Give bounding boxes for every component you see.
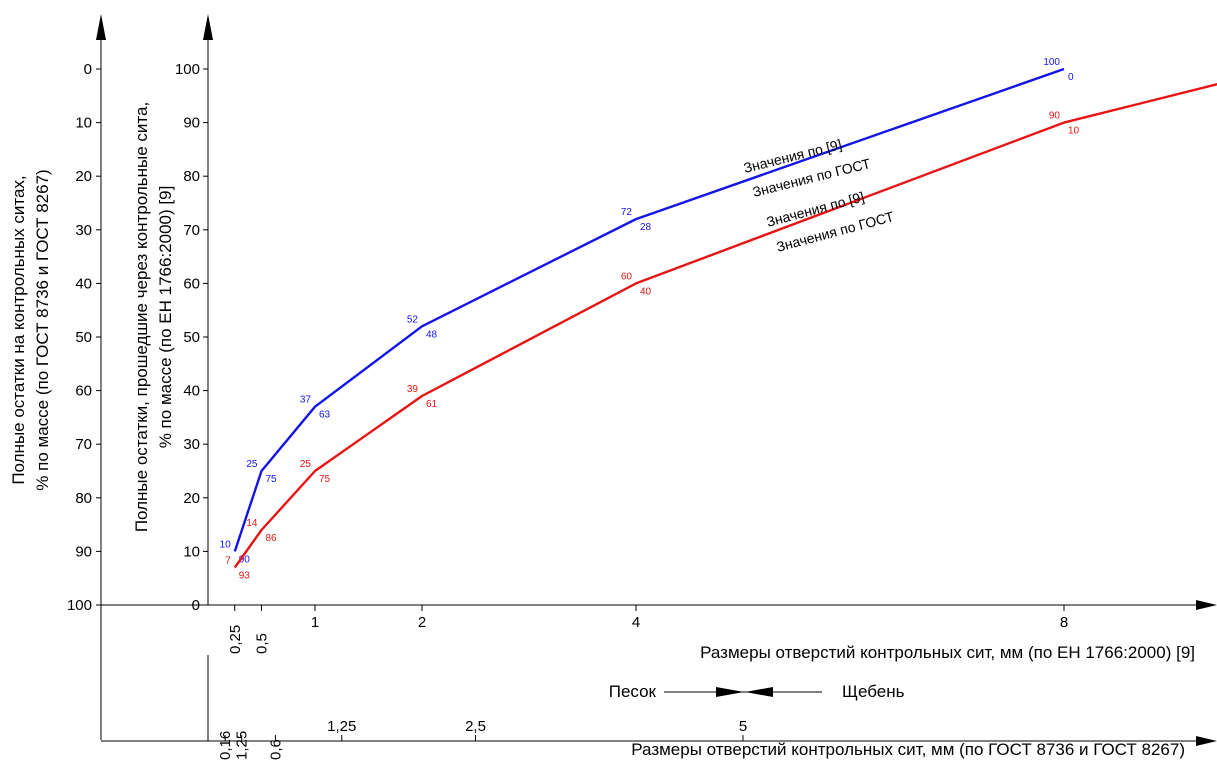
top-x-tick-label: 2 bbox=[418, 614, 426, 631]
series-layer: 10 90 25 75 37 63 52 48 72 28 100 0 7 93 14 86 25 75 39 61 6… bbox=[220, 57, 1217, 581]
bottom-x-tick-label: 0,6 bbox=[267, 739, 284, 760]
bottom-x-tick-label: 0,16 bbox=[217, 731, 234, 760]
inner-y-tick-label: 50 bbox=[183, 329, 200, 346]
inner-y-tick-label: 0 bbox=[192, 597, 200, 614]
top-x-tick-label: 1 bbox=[311, 614, 319, 631]
point-label-passing: 37 bbox=[300, 395, 312, 406]
point-label-retained: 63 bbox=[319, 410, 331, 421]
outer-y-tick-label: 30 bbox=[75, 222, 92, 239]
inner-y-tick-label: 90 bbox=[183, 115, 200, 132]
point-label-passing: 25 bbox=[300, 459, 312, 470]
bottom-x-tick-label: 1,25 bbox=[327, 718, 356, 735]
inner-y-tick-label: 100 bbox=[175, 61, 200, 78]
point-label-retained: 75 bbox=[319, 474, 331, 485]
point-label-passing: 14 bbox=[246, 518, 258, 529]
top-x-tick-label: 8 bbox=[1060, 614, 1068, 631]
outer-y-tick-label: 100 bbox=[67, 597, 92, 614]
point-label-passing: 25 bbox=[246, 459, 258, 470]
outer-y-tick-label: 50 bbox=[75, 329, 92, 346]
point-label-retained: 28 bbox=[640, 222, 652, 233]
top-x-axis-arrow bbox=[1196, 600, 1217, 610]
inner-y-tick-label: 40 bbox=[183, 383, 200, 400]
zone-left-label: Песок bbox=[609, 682, 657, 701]
outer-y-tick-label: 10 bbox=[75, 115, 92, 132]
point-label-retained: 40 bbox=[640, 286, 652, 297]
series-blue-line bbox=[233, 67, 1065, 552]
inner-y-axis-arrow bbox=[203, 14, 213, 40]
point-label-passing: 72 bbox=[621, 207, 633, 218]
outer-y-tick-label: 80 bbox=[75, 490, 92, 507]
zone-right-label: Щебень bbox=[842, 682, 905, 701]
inner-y-tick-label: 60 bbox=[183, 275, 200, 292]
outer-y-axis-arrow bbox=[96, 14, 106, 40]
outer-y-tick-label: 0 bbox=[84, 61, 92, 78]
point-label-retained: 86 bbox=[266, 533, 278, 544]
point-label-passing: 7 bbox=[225, 555, 231, 566]
bottom-x-tick-label: 2,5 bbox=[465, 718, 486, 735]
point-label-retained: 10 bbox=[1068, 126, 1080, 137]
point-label-passing: 52 bbox=[407, 314, 419, 325]
bottom-x-ticks: 0,161,250,61,252,5510 bbox=[217, 718, 747, 760]
inner-y-axis-title-line1: Полные остатки, прошедшие через контроль… bbox=[132, 102, 151, 532]
point-label-retained: 0 bbox=[1068, 72, 1074, 83]
bottom-x-axis-arrow bbox=[1196, 736, 1217, 746]
bottom-x-axis-title: Размеры отверстий контрольных сит, мм (п… bbox=[631, 740, 1185, 759]
point-label-passing: 90 bbox=[1049, 111, 1061, 122]
point-label-retained: 75 bbox=[266, 474, 278, 485]
point-label-retained: 48 bbox=[426, 329, 438, 340]
outer-y-ticks: 0 10 20 30 40 50 60 70 80 90 100 bbox=[67, 61, 101, 614]
inner-y-tick-label: 30 bbox=[183, 436, 200, 453]
inner-y-axis-title-line2: % по массе (по ЕН 1766:2000) [9] bbox=[156, 186, 175, 449]
top-x-axis-title: Размеры отверстий контрольных сит, мм (п… bbox=[700, 643, 1195, 662]
chart-axes bbox=[96, 14, 1217, 746]
point-label-retained: 61 bbox=[426, 399, 438, 410]
bottom-x-tick-label: 5 bbox=[739, 718, 747, 735]
outer-y-tick-label: 40 bbox=[75, 275, 92, 292]
outer-y-tick-label: 20 bbox=[75, 168, 92, 185]
zone-arrow-right bbox=[716, 687, 744, 697]
point-label-passing: 10 bbox=[220, 539, 232, 550]
point-label-passing: 39 bbox=[407, 384, 419, 395]
outer-y-tick-label: 60 bbox=[75, 383, 92, 400]
point-label-retained: 93 bbox=[239, 570, 251, 581]
zone-arrow-left bbox=[745, 687, 773, 697]
outer-y-tick-label: 70 bbox=[75, 436, 92, 453]
series-red-line bbox=[233, 83, 1217, 569]
sand-gravel-zone: Песок Щебень bbox=[609, 682, 905, 701]
inner-y-tick-label: 80 bbox=[183, 168, 200, 185]
inner-y-tick-label: 20 bbox=[183, 490, 200, 507]
inner-y-tick-label: 10 bbox=[183, 543, 200, 560]
top-x-tick-label: 4 bbox=[632, 614, 640, 631]
outer-y-axis-title-line1: Полные остатки на контрольных ситах, bbox=[9, 175, 28, 484]
top-x-ticks: 0,250,5124810 bbox=[227, 605, 1068, 654]
point-label-passing: 60 bbox=[621, 271, 633, 282]
top-x-tick-label: 0,5 bbox=[254, 633, 271, 654]
outer-y-tick-label: 90 bbox=[75, 543, 92, 560]
bottom-x-tick-label: 1,25 bbox=[234, 731, 251, 760]
outer-y-axis-title-line2: % по массе (по ГОСТ 8736 и ГОСТ 8267) bbox=[33, 169, 52, 490]
point-label-retained: 90 bbox=[239, 554, 251, 565]
point-label-passing: 100 bbox=[1043, 57, 1060, 68]
top-x-tick-label: 0,25 bbox=[227, 625, 244, 654]
inner-y-tick-label: 70 bbox=[183, 222, 200, 239]
